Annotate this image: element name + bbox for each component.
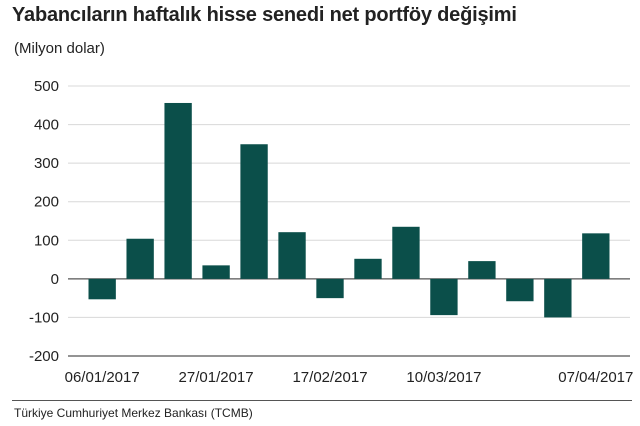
- bar: 24/03/2017: -58: [506, 278, 534, 302]
- bar: 07/04/2017: 118: [582, 233, 610, 279]
- y-tick-label: 200: [34, 194, 59, 211]
- y-tick-label: 0: [51, 271, 59, 288]
- x-tick-label: 06/01/2017: [65, 369, 140, 386]
- y-axis-labels: -200 -100 0 100 200 300 400 500: [29, 78, 59, 365]
- x-tick-label: 10/03/2017: [406, 369, 481, 386]
- chart-title: Yabancıların haftalık hisse senedi net p…: [12, 4, 517, 26]
- y-tick-label: 500: [34, 78, 59, 95]
- bar: 31/03/2017: -100: [544, 278, 572, 318]
- bar: 20/01/2017: 456: [164, 102, 192, 279]
- bar: 03/02/2017: 349: [240, 144, 268, 279]
- bar: 24/02/2017: 52: [354, 258, 382, 279]
- bar: 03/03/2017: 135: [392, 226, 420, 279]
- bar: 06/01/2017: -53: [88, 278, 116, 300]
- y-tick-label: 400: [34, 117, 59, 134]
- chart-subtitle: (Milyon dolar): [14, 40, 105, 57]
- bars: 06/01/2017: -53 13/01/2017: 104 20/01/2017…: [88, 102, 610, 318]
- x-tick-label: 17/02/2017: [292, 369, 367, 386]
- bar: 10/02/2017: 121: [278, 232, 306, 279]
- bar: 17/02/2017: -50: [316, 278, 344, 299]
- bar: 27/01/2017: 35: [202, 265, 230, 279]
- y-tick-label: -200: [29, 348, 59, 365]
- footer-divider: [12, 400, 632, 401]
- y-tick-label: 100: [34, 232, 59, 249]
- y-tick-label: 300: [34, 155, 59, 172]
- x-tick-label: 27/01/2017: [179, 369, 254, 386]
- bar: 17/03/2017: 46: [468, 261, 496, 279]
- y-tick-label: -100: [29, 309, 59, 326]
- x-tick-label: 07/04/2017: [558, 369, 633, 386]
- source-note: Türkiye Cumhuriyet Merkez Bankası (TCMB): [14, 406, 253, 420]
- gridlines: [68, 85, 630, 357]
- bar-chart: -200 -100 0 100 200 300 400 500 06/01/2017: -53…: [29, 78, 634, 386]
- x-axis-labels: 06/01/2017 27/01/2017 17/02/2017 10/03/2017…: [65, 369, 634, 386]
- bar: 10/03/2017: -94: [430, 278, 458, 316]
- bar: 13/01/2017: 104: [126, 238, 154, 279]
